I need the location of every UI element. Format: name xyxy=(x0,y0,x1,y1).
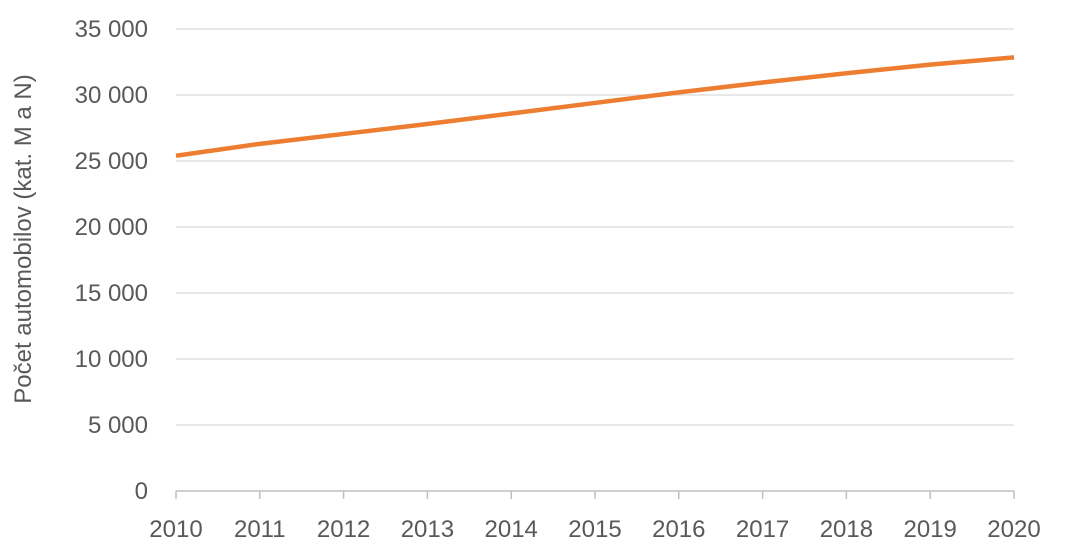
x-tick-labels: 2010 2011 2012 2013 2014 2015 2016 2017 2018 2019… xyxy=(149,516,1040,543)
y-tick-label: 10 000 xyxy=(75,346,148,373)
x-tick-label: 2017 xyxy=(736,516,789,543)
x-tick-label: 2011 xyxy=(234,516,286,543)
x-tick-label: 2016 xyxy=(652,516,705,543)
x-axis xyxy=(175,490,1015,499)
y-tick-label: 5 000 xyxy=(88,412,148,439)
y-tick-label: 35 000 xyxy=(75,16,148,43)
series-layer xyxy=(175,55,1015,158)
x-tick-label: 2010 xyxy=(149,516,202,543)
y-tick-label: 15 000 xyxy=(75,280,148,307)
x-tick-label: 2020 xyxy=(987,516,1040,543)
x-tick-label: 2014 xyxy=(485,516,538,543)
gridlines xyxy=(176,28,1014,426)
x-tick-label: 2012 xyxy=(317,516,370,543)
y-tick-label: 30 000 xyxy=(75,82,148,109)
x-tick-label: 2019 xyxy=(904,516,957,543)
x-tick-label: 2015 xyxy=(568,516,621,543)
y-tick-label: 20 000 xyxy=(75,214,148,241)
x-tick-label: 2018 xyxy=(820,516,873,543)
x-tick-label: 2013 xyxy=(401,516,454,543)
y-tick-label: 25 000 xyxy=(75,148,148,175)
y-tick-label: 0 xyxy=(135,478,148,505)
y-axis-title: Počet automobilov (kat. M a N) xyxy=(10,74,37,403)
y-tick-labels: 0 5 000 10 000 15 000 20 000 25 000 30 000 35 0… xyxy=(75,16,148,505)
series-line-0 xyxy=(175,55,1015,158)
